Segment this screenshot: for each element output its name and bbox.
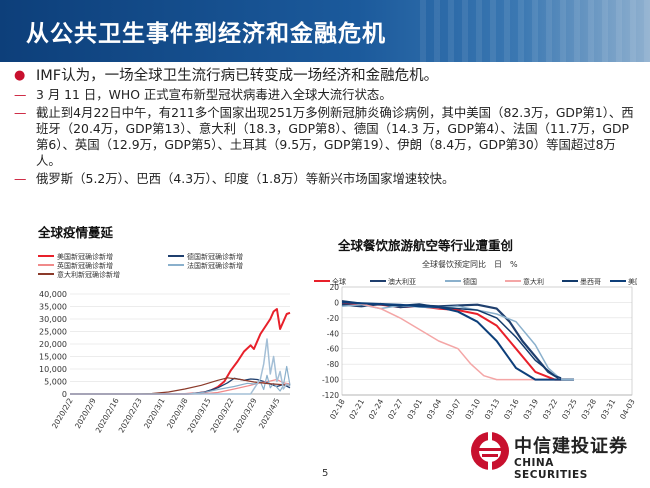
legend-label: 美国新冠确诊新增 bbox=[57, 252, 113, 261]
legend-label: 意大利新冠确诊新增 bbox=[57, 270, 120, 279]
sub-bullet-text: 3 月 11 日，WHO 正式宣布新型冠状病毒进入全球大流行状态。 bbox=[36, 87, 392, 102]
legend-label: 德国 bbox=[463, 277, 477, 286]
y-tick-label: -100 bbox=[322, 376, 339, 385]
main-bullet: ● IMF认为，一场全球卫生流行病已转变成一场经济和金融危机。 bbox=[14, 66, 638, 86]
plot-frame bbox=[341, 286, 633, 396]
series-line bbox=[70, 338, 291, 395]
logo-text-en: CHINA SECURITIES bbox=[514, 457, 588, 481]
x-tick-label: 03-19 bbox=[521, 397, 540, 421]
series-line bbox=[70, 377, 291, 395]
x-tick-label: 03-13 bbox=[483, 397, 502, 421]
legend-label: 澳大利亚 bbox=[388, 277, 416, 286]
left-chart-title: 全球疫情蔓延 bbox=[38, 225, 114, 240]
y-tick-label: 15,000 bbox=[39, 353, 67, 362]
sub-bullet-text: 俄罗斯（5.2万）、巴西（4.3万）、印度（1.8万）等新兴市场国家增速较快。 bbox=[36, 171, 455, 186]
x-tick-label: 03-25 bbox=[560, 397, 579, 421]
x-tick-label: 03-16 bbox=[502, 397, 521, 421]
x-tick-label: 2020/2/23 bbox=[117, 396, 144, 434]
company-logo: 中信建投证券 CHINA SECURITIES bbox=[470, 428, 630, 481]
y-tick-label: 10,000 bbox=[39, 365, 67, 374]
series-line bbox=[341, 300, 562, 379]
x-tick-label: 2020/3/1 bbox=[142, 396, 167, 430]
series-line bbox=[341, 301, 562, 381]
page-title: 从公共卫生事件到经济和金融危机 bbox=[26, 21, 386, 47]
x-tick-label: 03-10 bbox=[463, 397, 482, 421]
y-tick-label: 5,000 bbox=[44, 378, 67, 387]
bullet-list: ● IMF认为，一场全球卫生流行病已转变成一场经济和金融危机。 — 3 月 11… bbox=[14, 66, 638, 189]
x-tick-label: 03-28 bbox=[579, 397, 598, 421]
y-tick-label: 30,000 bbox=[39, 315, 67, 324]
x-tick-label: 03-01 bbox=[405, 397, 424, 421]
y-tick-label: 20 bbox=[329, 283, 339, 292]
dash-icon: — bbox=[14, 171, 27, 186]
series-line bbox=[70, 365, 291, 395]
y-tick-label: 40,000 bbox=[39, 290, 67, 299]
x-tick-label: 03-07 bbox=[444, 397, 463, 421]
chart-subtitle: 全球餐饮预定同比 日 % bbox=[422, 259, 518, 269]
x-tick-label: 03-22 bbox=[541, 397, 560, 421]
sub-bullet: — 3 月 11 日，WHO 正式宣布新型冠状病毒进入全球大流行状态。 bbox=[14, 87, 638, 103]
title-banner: 从公共卫生事件到经济和金融危机 bbox=[0, 0, 650, 62]
epidemic-line-chart: 0 5,000 10,000 15,000 20,000 25,000 30,000 35,0… bbox=[38, 252, 291, 434]
series-line bbox=[341, 303, 574, 381]
citic-logo-icon bbox=[471, 432, 509, 470]
logo-text-cn: 中信建投证券 bbox=[514, 436, 628, 457]
bullet-dot-icon: ● bbox=[14, 68, 26, 83]
legend-label: 德国新冠确诊新增 bbox=[187, 252, 243, 261]
series-line bbox=[70, 377, 291, 395]
y-tick-label: 0 bbox=[62, 390, 67, 399]
x-tick-label: 2020/4/5 bbox=[257, 396, 282, 430]
y-tick-label: -40 bbox=[327, 329, 339, 338]
y-tick-label: 35,000 bbox=[39, 303, 67, 312]
legend-label: 英国新冠确诊新增 bbox=[57, 261, 113, 270]
page-number: 5 bbox=[322, 468, 329, 479]
x-tick-label: 03-31 bbox=[599, 397, 618, 421]
x-tick-label: 02-24 bbox=[367, 397, 386, 421]
x-tick-label: 2020/3/29 bbox=[232, 396, 259, 434]
x-tick-label: 04-03 bbox=[618, 397, 637, 421]
legend-label: 美国 bbox=[628, 277, 637, 286]
legend-label: 墨西哥 bbox=[580, 278, 601, 286]
legend-label: 意大利 bbox=[523, 277, 544, 286]
legend-label: 全球 bbox=[332, 277, 346, 286]
series-line bbox=[341, 302, 574, 381]
y-tick-label: 25,000 bbox=[39, 328, 67, 337]
sub-bullet-text: 截止到4月22日中午，有211多个国家出现251万多例新冠肺炎确诊病例，其中美国… bbox=[36, 105, 634, 168]
x-tick-label: 02-27 bbox=[386, 397, 405, 421]
dash-icon: — bbox=[14, 105, 27, 120]
legend-label: 法国新冠确诊新增 bbox=[187, 261, 243, 270]
x-tick-label: 03-04 bbox=[425, 397, 444, 421]
x-tick-label: 2020/2/9 bbox=[73, 396, 98, 430]
dash-icon: — bbox=[14, 87, 27, 102]
y-tick-label: -80 bbox=[327, 360, 339, 369]
y-tick-label: -60 bbox=[327, 345, 339, 354]
series-line bbox=[341, 302, 562, 381]
x-tick-label: 02-18 bbox=[328, 397, 347, 421]
dining-bookings-line-chart: 全球餐饮预定同比 日 % -120 -100 -80 -60 -40 -20 0 20 02-18… bbox=[314, 259, 637, 421]
x-tick-label: 2020/2/2 bbox=[50, 396, 75, 430]
main-bullet-text: IMF认为，一场全球卫生流行病已转变成一场经济和金融危机。 bbox=[36, 68, 439, 84]
series-line bbox=[341, 300, 562, 381]
sub-bullet: — 俄罗斯（5.2万）、巴西（4.3万）、印度（1.8万）等新兴市场国家增速较快… bbox=[14, 171, 638, 187]
y-tick-label: 0 bbox=[334, 298, 339, 307]
x-tick-label: 02-21 bbox=[347, 397, 366, 421]
sub-bullet: — 截止到4月22日中午，有211多个国家出现251万多例新冠肺炎确诊病例，其中… bbox=[14, 105, 638, 169]
y-tick-label: -20 bbox=[327, 314, 339, 323]
x-tick-label: 2020/3/8 bbox=[165, 396, 190, 430]
y-tick-label: -120 bbox=[322, 391, 339, 400]
banner-texture bbox=[420, 0, 650, 62]
right-chart-title: 全球餐饮旅游航空等行业遭重创 bbox=[338, 238, 514, 253]
y-tick-label: 20,000 bbox=[39, 340, 67, 349]
